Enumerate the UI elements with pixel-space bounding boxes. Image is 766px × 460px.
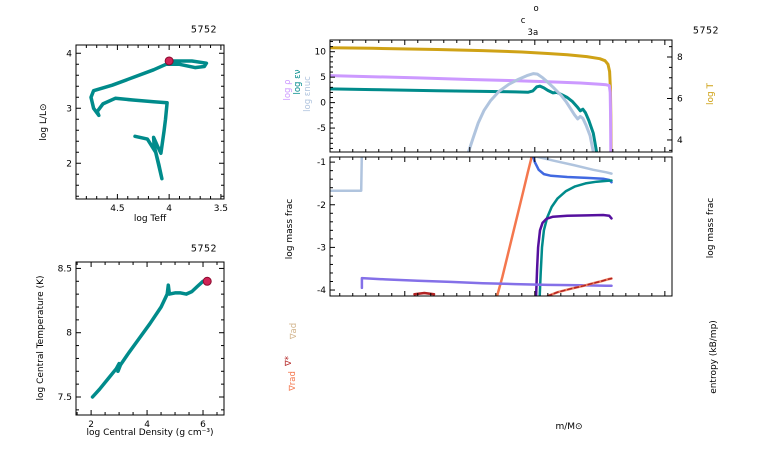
p2-right-axis-label: log mass frac	[706, 197, 716, 259]
svg-text:3: 3	[66, 104, 72, 114]
series-c13-dash	[547, 277, 613, 296]
series-o16	[531, 157, 613, 184]
p1-log-eps-nu-label: log εν	[293, 69, 303, 95]
tc-xaxis-label: log Central Density (g cm⁻³)	[86, 428, 214, 438]
svg-text:-1: -1	[317, 158, 326, 168]
svg-text:-2: -2	[317, 201, 326, 211]
axes-frame	[329, 156, 673, 297]
svg-text:-5: -5	[317, 124, 326, 134]
p3-xaxis-label: m/M⊙	[555, 422, 583, 432]
series-hr-track	[89, 59, 209, 181]
series-log-eps-nuc	[467, 72, 595, 152]
svg-text:4: 4	[66, 49, 72, 59]
current-model-marker	[202, 276, 212, 286]
series-log-eps-nu	[330, 84, 599, 152]
tc-model-number: 5752	[190, 243, 218, 255]
p3-entropy-label: entropy (kB/mp)	[709, 320, 719, 394]
series-n14	[538, 179, 613, 296]
svg-text:2: 2	[66, 159, 72, 169]
series-tc-track	[90, 278, 209, 399]
svg-text:8: 8	[66, 329, 72, 339]
p2-left-axis-label: log mass frac	[285, 198, 295, 260]
current-model-marker	[164, 56, 174, 66]
p3-grad-ad-label: ∇ad	[289, 322, 299, 340]
series-ne22	[330, 157, 613, 192]
burn-label-o: o	[534, 4, 539, 14]
chart-hr: 4.5 4 3.5 2 3 4	[66, 44, 228, 214]
series-c12	[495, 157, 533, 296]
p1-log-rho-label: log ρ	[283, 79, 293, 101]
svg-text:5: 5	[320, 73, 326, 83]
svg-text:4: 4	[144, 420, 150, 430]
svg-text:-4: -4	[317, 286, 326, 296]
profile-model-number: 5752	[692, 25, 720, 37]
burn-label-c: c	[521, 16, 526, 26]
p3-grad-rad-label: ∇rad	[288, 371, 298, 391]
hr-xaxis-label: log Teff	[133, 214, 167, 224]
p1-log-eps-nuc-label: log εnuc	[303, 76, 313, 112]
p3-grad-star-label: ∇*	[284, 356, 294, 366]
axes-frame	[75, 261, 225, 416]
series-log-rho	[330, 74, 613, 152]
svg-text:0: 0	[320, 99, 326, 109]
svg-text:4: 4	[677, 136, 683, 146]
tc-yaxis-label: log Central Temperature (K)	[36, 275, 46, 401]
chart-p2: -4 -3 -2 -1	[317, 156, 673, 297]
hr-yaxis-label: log L/L⊙	[39, 103, 49, 141]
svg-text:4.5: 4.5	[110, 204, 124, 214]
chart-tc: 2 4 6 7.5 8 8.5	[58, 261, 225, 430]
hr-model-number: 5752	[190, 24, 218, 36]
series-neut	[360, 276, 613, 290]
p1-log-T-label: log T	[706, 82, 716, 106]
svg-text:10: 10	[315, 48, 327, 58]
axes-frame	[329, 39, 673, 153]
svg-text:4: 4	[166, 204, 172, 214]
svg-text:2: 2	[88, 420, 94, 430]
svg-text:6: 6	[677, 94, 683, 104]
series-o18	[534, 213, 613, 296]
svg-text:-3: -3	[317, 243, 326, 253]
svg-text:3.5: 3.5	[214, 204, 228, 214]
svg-text:8: 8	[677, 53, 683, 63]
svg-text:6: 6	[200, 420, 206, 430]
burn-label-3a: 3a	[528, 28, 539, 38]
svg-text:8.5: 8.5	[58, 264, 72, 274]
svg-text:7.5: 7.5	[58, 393, 72, 403]
axes-frame	[75, 44, 225, 200]
